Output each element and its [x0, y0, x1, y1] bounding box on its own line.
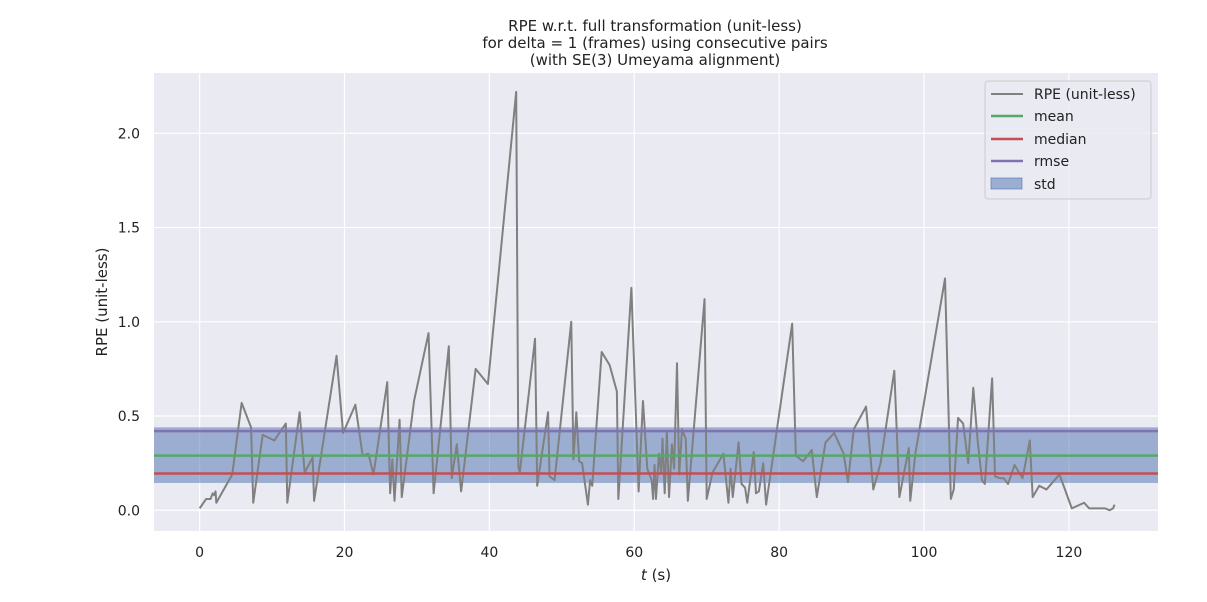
- legend-label-rpe: RPE (unit-less): [1034, 87, 1136, 103]
- y-tick-labels: 0.0 0.5 1.0 1.5 2.0: [118, 126, 140, 519]
- x-tick-label: 60: [625, 545, 643, 561]
- legend-label-median: median: [1034, 132, 1086, 148]
- legend-box: [984, 80, 1152, 200]
- x-tick-label: 20: [336, 545, 354, 561]
- stat-lines-layer: [154, 429, 1158, 475]
- x-tick-label: 120: [1056, 545, 1083, 561]
- y-tick-label: 0.0: [118, 503, 140, 519]
- y-tick-label: 1.0: [118, 315, 140, 331]
- chart-title-line-3: (with SE(3) Umeyama alignment): [530, 51, 781, 69]
- x-tick-label: 80: [770, 545, 788, 561]
- x-axis-label: t (s): [641, 566, 671, 584]
- y-tick-label: 1.5: [118, 221, 140, 237]
- y-tick-label: 0.5: [118, 409, 140, 425]
- legend-swatch-std: [990, 177, 1023, 190]
- chart-title-line-1: RPE w.r.t. full transformation (unit-les…: [508, 17, 802, 35]
- chart-title-line-2: for delta = 1 (frames) using consecutive…: [482, 34, 828, 52]
- legend-label-std: std: [1034, 177, 1056, 193]
- chart-title: RPE w.r.t. full transformation (unit-les…: [482, 17, 828, 69]
- x-tick-label: 40: [480, 545, 498, 561]
- y-axis-label: RPE (unit-less): [93, 248, 111, 357]
- legend-label-mean: mean: [1034, 109, 1074, 125]
- y-tick-label: 2.0: [118, 126, 140, 142]
- gridlines: [154, 73, 1158, 531]
- x-axis-label-unit: (s): [647, 566, 671, 584]
- x-tick-label: 0: [195, 545, 204, 561]
- legend: RPE (unit-less) mean median rmse std: [984, 80, 1152, 200]
- legend-label-rmse: rmse: [1034, 154, 1069, 170]
- x-axis-label-variable: t: [641, 566, 648, 584]
- x-tick-label: 100: [911, 545, 938, 561]
- x-tick-labels: 0 20 40 60 80 100 120: [195, 545, 1082, 561]
